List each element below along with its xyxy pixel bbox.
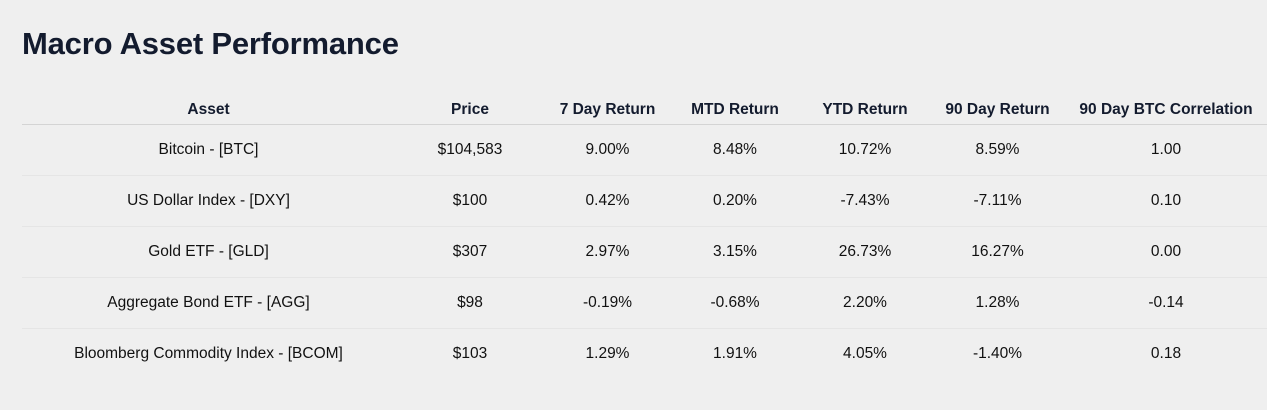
return-ytd-cell: -7.43% (800, 175, 930, 227)
return-mtd-cell: -0.68% (670, 277, 800, 329)
return-7d-cell: 9.00% (545, 124, 670, 176)
return-7d-cell: 1.29% (585, 345, 630, 362)
column-header-mtd-return[interactable]: MTD Return (670, 96, 800, 125)
correlation-cell: 0.18 (1150, 345, 1182, 362)
column-header-90-day-return[interactable]: 90 Day Return (930, 96, 1065, 125)
return-ytd-cell: 10.72% (800, 124, 930, 176)
table-header: Asset Price 7 Day Return MTD Return YTD … (22, 96, 1267, 125)
table-row: Bloomberg Commodity Index - [BCOM] $103 … (22, 329, 1267, 380)
column-header-7-day-return[interactable]: 7 Day Return (545, 96, 670, 125)
return-90d-cell: 16.27% (930, 226, 1065, 278)
asset-cell: Bitcoin - [BTC] (22, 124, 395, 176)
column-header-price[interactable]: Price (395, 96, 545, 125)
price-cell: $307 (395, 226, 545, 278)
correlation-cell: 0.10 (1065, 175, 1267, 227)
table-row: Gold ETF - [GLD] $307 2.97% 3.15% 26.73%… (22, 226, 1267, 278)
return-mtd-cell: 3.15% (670, 226, 800, 278)
table-row: Aggregate Bond ETF - [AGG] $98 -0.19% -0… (22, 277, 1267, 329)
return-7d-cell: 2.97% (545, 226, 670, 278)
asset-cell: Bloomberg Commodity Index - [BCOM] (74, 345, 343, 362)
header-row: Asset Price 7 Day Return MTD Return YTD … (22, 96, 1267, 125)
price-cell: $104,583 (395, 124, 545, 176)
return-7d-cell: -0.19% (545, 277, 670, 329)
return-90d-cell: -1.40% (972, 345, 1023, 362)
price-cell: $100 (395, 175, 545, 227)
return-ytd-cell: 26.73% (800, 226, 930, 278)
page-title: Macro Asset Performance (22, 26, 399, 61)
asset-cell: Gold ETF - [GLD] (22, 226, 395, 278)
return-mtd-cell: 0.20% (670, 175, 800, 227)
correlation-cell: 1.00 (1065, 124, 1267, 176)
table-row: US Dollar Index - [DXY] $100 0.42% 0.20%… (22, 175, 1267, 227)
return-7d-cell: 0.42% (545, 175, 670, 227)
table-body: Bitcoin - [BTC] $104,583 9.00% 8.48% 10.… (22, 124, 1267, 380)
return-mtd-cell: 1.91% (713, 345, 757, 362)
correlation-cell: -0.14 (1065, 277, 1267, 329)
column-header-btc-correlation[interactable]: 90 Day BTC Correlation (1065, 96, 1267, 125)
asset-cell: US Dollar Index - [DXY] (22, 175, 395, 227)
price-cell: $103 (452, 345, 488, 362)
column-header-ytd-return[interactable]: YTD Return (800, 96, 930, 125)
return-ytd-cell: 4.05% (843, 345, 887, 362)
performance-table: Asset Price 7 Day Return MTD Return YTD … (22, 96, 1267, 379)
return-mtd-cell: 8.48% (670, 124, 800, 176)
return-90d-cell: 8.59% (930, 124, 1065, 176)
return-90d-cell: 1.28% (930, 277, 1065, 329)
correlation-cell: 0.00 (1065, 226, 1267, 278)
table-row: Bitcoin - [BTC] $104,583 9.00% 8.48% 10.… (22, 124, 1267, 176)
price-cell: $98 (395, 277, 545, 329)
return-90d-cell: -7.11% (930, 175, 1065, 227)
return-ytd-cell: 2.20% (800, 277, 930, 329)
column-header-asset[interactable]: Asset (22, 96, 395, 125)
asset-cell: Aggregate Bond ETF - [AGG] (22, 277, 395, 329)
